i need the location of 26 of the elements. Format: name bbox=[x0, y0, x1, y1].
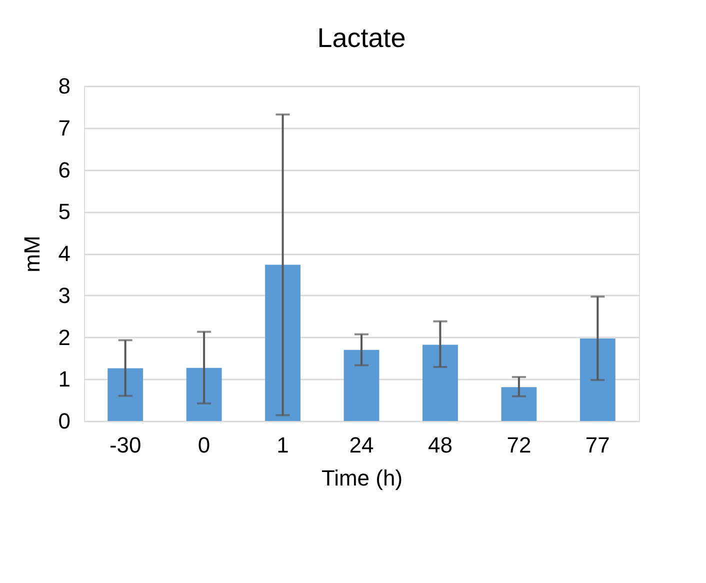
bar bbox=[186, 368, 222, 421]
y-tick-label: 4 bbox=[58, 241, 70, 266]
bar bbox=[422, 344, 458, 421]
bar bbox=[501, 387, 537, 421]
x-tick-label: 72 bbox=[506, 432, 532, 458]
y-tick-label: 6 bbox=[58, 157, 70, 182]
x-tick-label: 77 bbox=[585, 432, 610, 458]
y-tick-label: 0 bbox=[58, 408, 70, 434]
bar bbox=[344, 350, 380, 421]
y-tick-label: 1 bbox=[58, 366, 70, 392]
y-tick-label: 2 bbox=[58, 324, 70, 350]
chart-title: Lactate bbox=[317, 23, 406, 53]
y-tick-label: 5 bbox=[58, 199, 70, 224]
x-tick-label: 24 bbox=[349, 432, 374, 458]
x-tick-label: 0 bbox=[198, 432, 210, 458]
x-tick-label: 1 bbox=[276, 432, 289, 458]
x-tick-label: -30 bbox=[109, 432, 142, 458]
y-axis-title: mM bbox=[19, 236, 44, 272]
bar bbox=[580, 338, 616, 421]
y-tick-label: 7 bbox=[58, 115, 70, 140]
bar bbox=[108, 368, 144, 421]
x-axis-title: Time (h) bbox=[321, 466, 403, 490]
bar bbox=[265, 264, 300, 421]
x-tick-label: 48 bbox=[428, 432, 452, 458]
y-tick-label: 3 bbox=[58, 282, 70, 308]
y-tick-label: 8 bbox=[58, 74, 70, 98]
